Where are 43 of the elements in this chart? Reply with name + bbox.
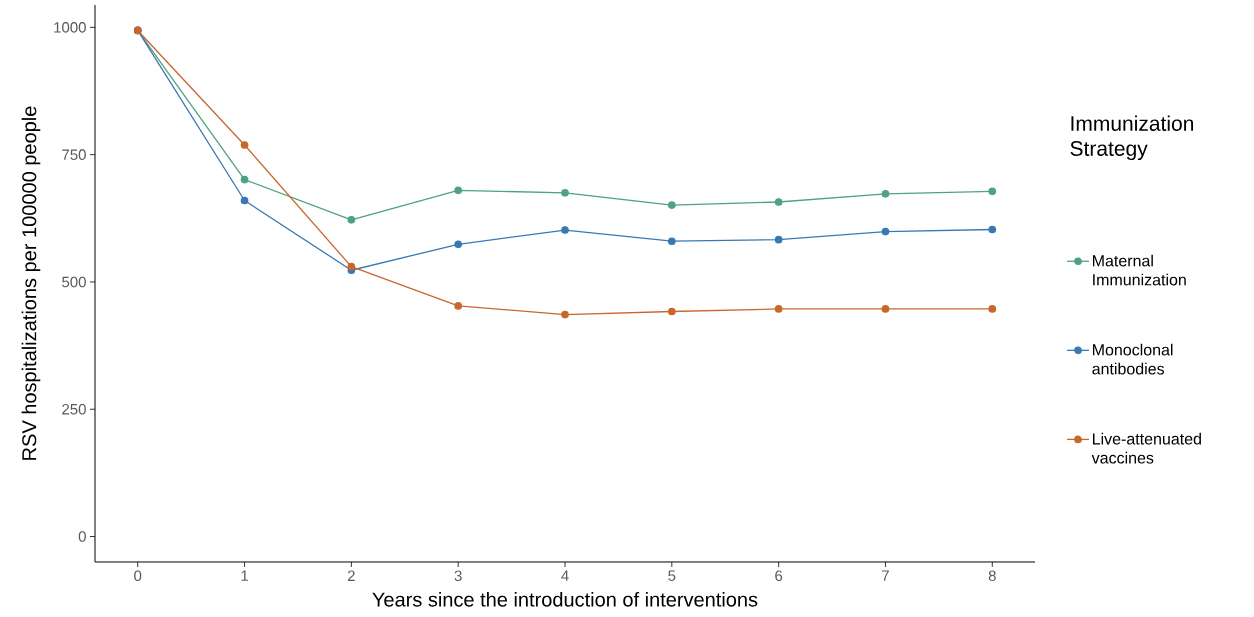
point [240, 196, 249, 205]
point [881, 227, 890, 236]
point [240, 175, 249, 184]
x-tick-label: 5 [668, 570, 676, 581]
point [454, 302, 463, 310]
point [667, 237, 676, 246]
point [561, 226, 569, 234]
y-axis-title: RSV hospitalizations per 100000 people [21, 106, 41, 460]
x-tick-label: 3 [454, 570, 462, 582]
x-tick-label: 7 [882, 570, 889, 581]
point [988, 187, 997, 196]
legend-label: Monoclonal antibodies [1092, 343, 1173, 375]
y-tick-label: 250 [62, 403, 86, 415]
point [774, 198, 783, 206]
y-tick-label: 750 [62, 149, 86, 160]
legend-label: Maternal Immunization [1092, 254, 1186, 286]
point [561, 189, 569, 197]
legend-label: Live-attenuated vaccines [1091, 432, 1201, 464]
point [988, 305, 997, 313]
point [774, 235, 783, 244]
point [347, 262, 356, 271]
point [667, 307, 676, 316]
point [988, 225, 997, 234]
y-tick-label: 1000 [54, 22, 86, 33]
point [881, 190, 890, 198]
x-tick-label: 1 [241, 570, 248, 581]
x-tick-label: 0 [134, 570, 142, 582]
point [347, 215, 356, 224]
x-axis-title: Years since the introduction of interventions [372, 591, 758, 607]
point [454, 240, 463, 249]
point [667, 201, 676, 209]
x-tick-label: 8 [988, 570, 996, 582]
x-tick-label: 6 [775, 570, 783, 582]
x-tick-label: 4 [561, 570, 569, 581]
x-tick-label: 2 [347, 570, 355, 581]
point [774, 305, 783, 313]
point [561, 310, 569, 319]
legend-title: Immunization Strategy [1070, 115, 1194, 161]
point [454, 186, 463, 195]
y-tick-label: 0 [78, 531, 86, 542]
y-tick-label: 500 [62, 276, 86, 288]
point [240, 141, 249, 149]
point [881, 305, 890, 313]
